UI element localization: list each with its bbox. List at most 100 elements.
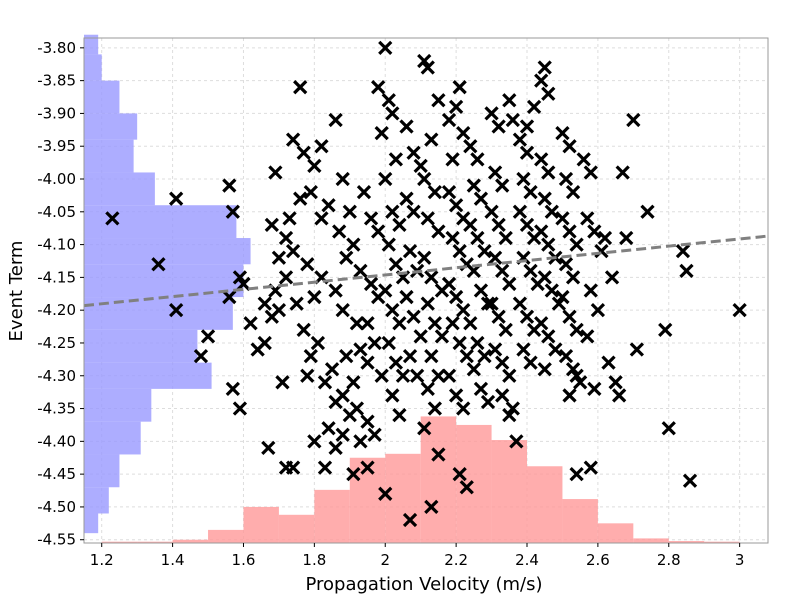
scatter-point — [452, 244, 467, 259]
scatter-point — [402, 244, 418, 259]
scatter-point — [519, 309, 535, 324]
scatter-point — [278, 270, 294, 285]
y-histogram-bar — [84, 487, 109, 514]
y-histogram-bar — [84, 238, 251, 265]
scatter-point — [417, 171, 432, 187]
x-tick-label: 1.4 — [161, 551, 185, 569]
scatter-point — [200, 329, 216, 344]
y-tick-label: -4.15 — [37, 268, 76, 286]
scatter-point — [264, 217, 279, 233]
scatter-point — [523, 184, 538, 200]
scatter-point — [565, 184, 581, 200]
scatter-point — [548, 342, 563, 357]
scatter-point — [222, 178, 237, 193]
scatter-point — [296, 322, 311, 337]
x-histogram-bar — [668, 541, 705, 543]
y-tick-label: -4.45 — [37, 465, 76, 483]
scatter-point — [597, 230, 613, 246]
scatter-point — [293, 80, 308, 95]
plot-frame — [83, 37, 769, 544]
scatter-point — [236, 276, 251, 292]
scatter-point — [470, 230, 485, 246]
scatter-point — [473, 283, 489, 298]
scatter-point — [339, 250, 354, 265]
scatter-point — [590, 303, 606, 318]
scatter-point — [314, 139, 329, 154]
scatter-point — [346, 467, 361, 482]
scatter-point — [477, 244, 492, 259]
scatter-point — [562, 224, 577, 239]
scatter-point — [356, 184, 372, 200]
scatter-point — [576, 152, 591, 167]
scatter-point — [541, 237, 556, 252]
scatter-point — [257, 335, 272, 351]
scatter-point — [470, 152, 485, 167]
scatter-point — [349, 316, 365, 331]
x-histogram-bar — [704, 541, 740, 543]
scatter-point — [324, 362, 340, 377]
scatter-point — [328, 112, 343, 128]
scatter-point — [732, 303, 747, 318]
scatter-point — [640, 204, 655, 219]
scatter-point — [491, 309, 506, 324]
x-tick-label: 2.8 — [657, 551, 681, 569]
scatter-point — [534, 73, 549, 88]
scatter-point — [537, 191, 552, 206]
scatter-point — [558, 257, 574, 272]
y-histogram-bar — [84, 113, 138, 140]
scatter-point — [399, 191, 414, 206]
trend-line-group — [83, 234, 769, 308]
scatter-point — [604, 270, 620, 285]
scatter-point — [328, 440, 343, 456]
x-histogram-bar — [101, 541, 138, 543]
scatter-point — [441, 368, 457, 383]
y-tick-label: -3.95 — [37, 137, 76, 155]
scatter-point — [487, 342, 503, 357]
scatter-point — [371, 224, 386, 239]
scatter-point — [484, 204, 499, 219]
scatter-point — [512, 296, 528, 311]
x-tick-label: 2 — [380, 551, 390, 569]
scatter-point — [534, 316, 549, 331]
scatter-point — [682, 473, 698, 488]
scatter-point — [349, 401, 365, 416]
scatter-point — [410, 368, 425, 383]
scatter-point — [541, 165, 556, 180]
scatter-point — [441, 112, 457, 128]
scatter-point — [619, 230, 634, 246]
scatter-point — [367, 427, 382, 442]
scatter-point — [431, 224, 446, 239]
scatter-point — [537, 270, 552, 285]
scatter-point — [282, 211, 297, 226]
scatter-point — [587, 224, 602, 239]
scatter-point — [232, 401, 248, 416]
scatter-point — [353, 342, 368, 357]
scatter-point — [562, 139, 577, 154]
scatter-point — [193, 348, 209, 364]
scatter-point — [378, 486, 393, 501]
scatter-point — [661, 421, 676, 436]
scatter-point — [307, 158, 322, 174]
y-tick-label: -4.35 — [37, 400, 76, 418]
scatter-point — [448, 99, 464, 114]
scatter-point — [427, 184, 442, 200]
scatter-point — [456, 125, 471, 141]
scatter-point — [271, 250, 287, 265]
y-tick-labels: -3.80 -3.85 -3.90 -3.95 -4.00 -4.05 -4.10 -4.15… — [37, 39, 84, 549]
scatter-point — [293, 191, 308, 206]
scatter-point — [353, 434, 368, 449]
y-histogram-bar — [84, 454, 120, 488]
x-tick-label: 2.4 — [515, 551, 539, 569]
y-tick-label: -4.55 — [37, 531, 76, 549]
scatter-point — [169, 303, 184, 318]
x-histogram-bar — [527, 466, 563, 543]
x-histogram-bar — [491, 440, 528, 543]
scatter-point — [360, 460, 375, 475]
scatter-point — [335, 427, 350, 442]
scatter-point — [583, 165, 598, 180]
scatter-point — [445, 316, 460, 331]
y-tick-label: -4.20 — [37, 301, 76, 319]
y-histogram-bar — [84, 172, 155, 206]
y-tick-label: -4.50 — [37, 498, 76, 516]
y-tick-label: -4.30 — [37, 367, 76, 385]
